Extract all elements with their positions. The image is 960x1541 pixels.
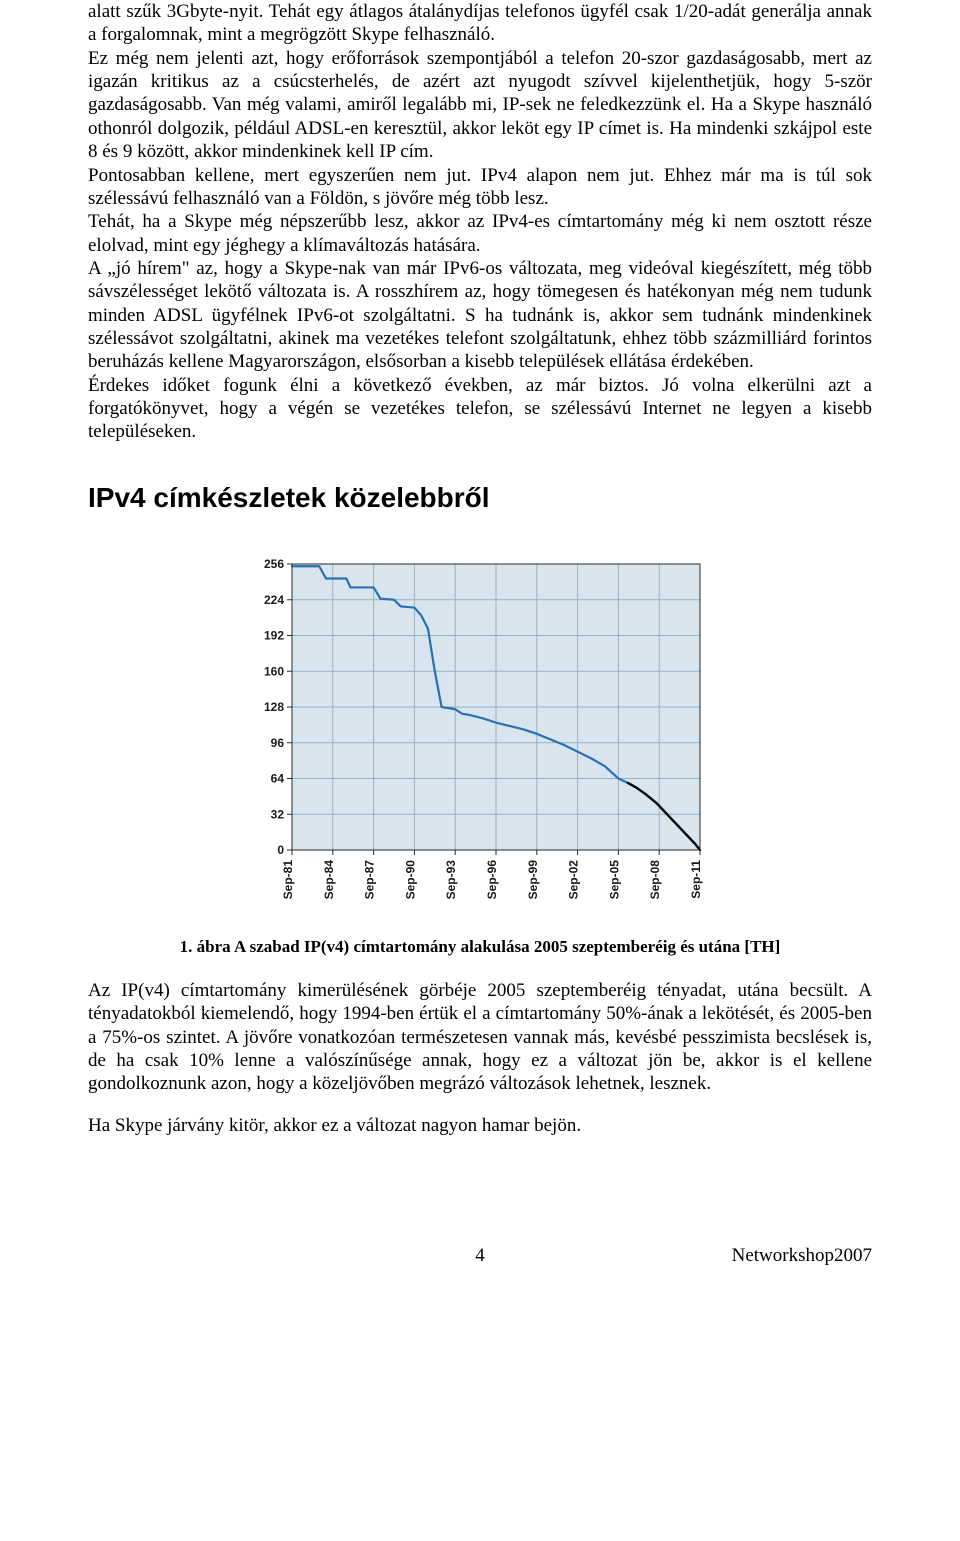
svg-text:Sep-02: Sep-02: [567, 860, 581, 900]
svg-text:Sep-87: Sep-87: [363, 860, 377, 900]
page-number: 4: [475, 1245, 485, 1267]
svg-text:96: 96: [271, 736, 285, 750]
paragraph: Tehát, ha a Skype még népszerűbb lesz, a…: [88, 210, 872, 257]
svg-text:256: 256: [264, 557, 284, 571]
svg-text:224: 224: [264, 593, 284, 607]
svg-text:128: 128: [264, 700, 284, 714]
ipv4-chart: 0 32 64 96 128 160 192 224 256 Sep-81 Sep-84 Sep-87…: [244, 550, 714, 910]
paragraph: alatt szűk 3Gbyte-nyit. Tehát egy átlago…: [88, 0, 872, 47]
svg-text:Sep-99: Sep-99: [526, 860, 540, 900]
paragraph: Ha Skype járvány kitör, akkor ez a válto…: [88, 1114, 872, 1137]
svg-text:160: 160: [264, 664, 284, 678]
page-footer: 4 Networkshop2007: [0, 1245, 960, 1267]
figure-caption: 1. ábra A szabad IP(v4) címtartomány ala…: [88, 937, 872, 957]
chart-container: 0 32 64 96 128 160 192 224 256 Sep-81 Sep-84 Sep-87…: [234, 538, 726, 927]
svg-text:Sep-08: Sep-08: [648, 860, 662, 900]
svg-text:Sep-11: Sep-11: [689, 860, 703, 899]
svg-text:0: 0: [277, 843, 284, 857]
paragraph: Pontosabban kellene, mert egyszerűen nem…: [88, 164, 872, 211]
figure: 0 32 64 96 128 160 192 224 256 Sep-81 Sep-84 Sep-87…: [88, 538, 872, 957]
svg-text:Sep-90: Sep-90: [403, 860, 417, 900]
svg-text:192: 192: [264, 628, 284, 642]
paragraph: A „jó hírem" az, hogy a Skype-nak van má…: [88, 257, 872, 374]
footer-right-label: Networkshop2007: [732, 1245, 872, 1267]
paragraph: Ez még nem jelenti azt, hogy erőforrások…: [88, 47, 872, 164]
svg-text:Sep-93: Sep-93: [444, 860, 458, 900]
paragraph: Az IP(v4) címtartomány kimerülésének gör…: [88, 979, 872, 1096]
svg-text:Sep-96: Sep-96: [485, 860, 499, 900]
section-heading: IPv4 címkészletek közelebbről: [88, 482, 872, 514]
svg-text:Sep-81: Sep-81: [281, 860, 295, 900]
svg-text:32: 32: [271, 807, 285, 821]
svg-text:Sep-84: Sep-84: [322, 860, 336, 900]
svg-text:Sep-05: Sep-05: [607, 860, 621, 900]
svg-text:64: 64: [271, 771, 285, 785]
paragraph: Érdekes időket fogunk élni a következő é…: [88, 374, 872, 444]
